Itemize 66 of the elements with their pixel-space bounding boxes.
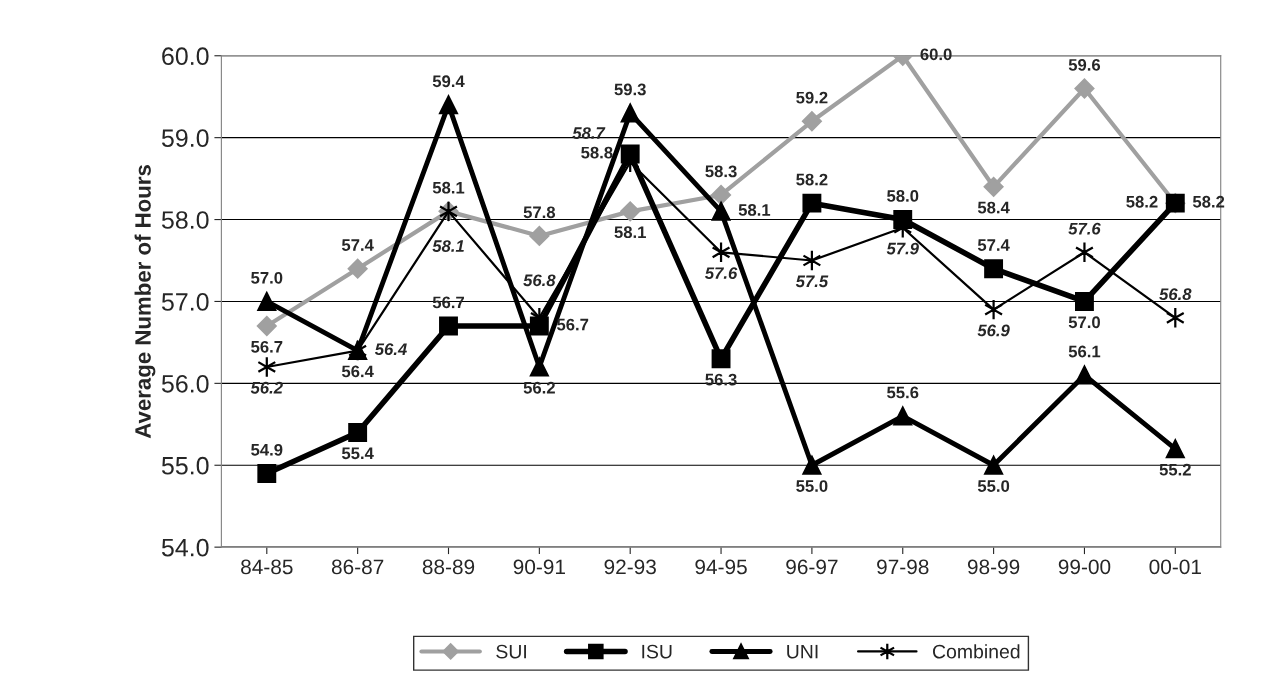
data-label: 57.4 [977, 239, 1010, 251]
y-tick-label: 57.0 [161, 293, 209, 311]
data-label: 58.8 [581, 146, 613, 159]
data-label: 60.0 [920, 48, 952, 61]
data-label: 56.4 [374, 343, 407, 356]
data-label: 57.8 [523, 206, 556, 219]
data-label: 58.3 [705, 165, 737, 178]
y-tick-label: 58.0 [161, 211, 209, 229]
y-tick-label: 54.0 [161, 538, 209, 557]
data-label: 58.7 [572, 127, 606, 139]
data-label: 57.5 [795, 275, 829, 288]
data-label: 58.1 [432, 181, 465, 194]
data-label: 55.0 [977, 480, 1010, 492]
data-label: 57.0 [251, 271, 283, 284]
y-axis-title: Average Number of Hours [134, 165, 156, 439]
data-label: 57.0 [1068, 316, 1100, 329]
data-label: 57.9 [886, 242, 919, 255]
data-label: 58.4 [977, 201, 1010, 214]
data-label: 57.6 [705, 267, 738, 280]
x-tick-label: 94-95 [695, 559, 747, 575]
data-label: 55.4 [341, 447, 374, 460]
data-label: 56.8 [1159, 288, 1192, 301]
data-label: 55.6 [887, 386, 919, 399]
data-label: 56.3 [705, 373, 737, 386]
data-label: 57.4 [341, 239, 374, 251]
x-tick-label: 86-87 [331, 559, 384, 575]
data-label: 56.2 [250, 381, 283, 394]
x-tick-label: 99-00 [1058, 559, 1111, 575]
data-label: 58.1 [738, 204, 771, 216]
data-label: 56.7 [556, 318, 589, 331]
data-label: 56.9 [977, 324, 1010, 337]
x-tick-label: 96-97 [786, 559, 838, 575]
x-tick-label: 92-93 [604, 559, 656, 575]
legend-label: SUI [496, 644, 526, 659]
data-label: 56.4 [341, 365, 374, 378]
x-tick-label: 98-99 [967, 559, 1020, 575]
data-label: 55.0 [796, 480, 828, 492]
x-tick-label: 88-89 [422, 559, 475, 575]
x-tick-label: 00-01 [1149, 559, 1201, 575]
data-label: 58.2 [796, 173, 828, 186]
y-tick-label: 56.0 [161, 374, 209, 393]
y-tick-label: 55.0 [161, 456, 209, 475]
data-label: 56.7 [251, 340, 283, 353]
data-label: 54.9 [251, 443, 283, 456]
y-tick-label: 59.0 [161, 129, 209, 147]
data-label: 56.8 [523, 274, 556, 287]
data-label: 59.6 [1068, 58, 1101, 71]
y-tick-label: 60.0 [162, 47, 209, 66]
x-tick-label: 84-85 [241, 559, 293, 575]
x-tick-label: 97-98 [877, 559, 929, 575]
data-label: 56.2 [523, 381, 555, 394]
data-label: 59.4 [432, 75, 465, 88]
data-label: 58.0 [887, 190, 919, 202]
data-label: 57.6 [1068, 222, 1101, 235]
data-label: 56.1 [1068, 345, 1101, 358]
data-label: 58.1 [432, 240, 464, 252]
data-label: 58.2 [1192, 195, 1225, 208]
data-label: 59.2 [796, 91, 828, 104]
data-label: 58.2 [1126, 195, 1158, 208]
data-label: 55.2 [1159, 463, 1191, 476]
x-tick-label: 90-91 [513, 559, 565, 575]
data-label: 58.1 [614, 226, 646, 239]
legend-label: Combined [932, 644, 1020, 659]
legend-label: ISU [642, 644, 672, 659]
legend-label: UNI [787, 644, 818, 659]
data-label: 59.3 [614, 83, 646, 96]
